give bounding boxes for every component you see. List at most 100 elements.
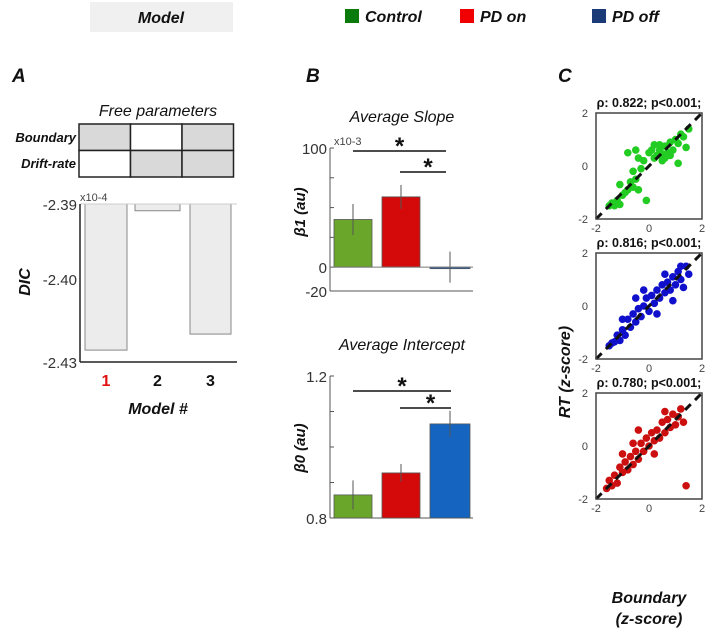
identity-line [594, 391, 704, 501]
data-point [682, 143, 690, 152]
correlation-title: ρ: 0.822; p<0.001; [597, 96, 702, 110]
correlation-title: ρ: 0.816; p<0.001; [597, 236, 702, 250]
data-point [650, 141, 659, 149]
x-axis-label-zscore: (z-score) [616, 611, 683, 628]
data-point [618, 315, 627, 324]
correlation-title: ρ: 0.780; p<0.001; [597, 376, 702, 390]
intercept-bar-chart: 1.2 0.8 * * [306, 369, 473, 528]
data-point [661, 407, 669, 416]
panel-label-a: A [11, 66, 26, 87]
y-axis-label-intercept: β0 (au) [292, 423, 309, 473]
x-tick-label: -2 [591, 503, 601, 515]
data-point [629, 460, 637, 469]
legend-label-2: PD off [612, 9, 660, 26]
data-point [629, 439, 637, 448]
y-tick-label: -2.39 [43, 197, 77, 214]
plot-frame [595, 252, 703, 360]
table-cell [78, 149, 132, 178]
data-point [637, 439, 645, 448]
y-axis-label-rt: RT (z-score) [557, 326, 574, 418]
intercept-title: Average Intercept [338, 337, 466, 354]
y-tick-label: -20 [305, 284, 327, 301]
model-box [90, 2, 233, 32]
y-tick-label: 0 [582, 441, 588, 453]
y-tick-label: -2 [578, 494, 588, 506]
legend-label-1: PD on [480, 9, 526, 26]
x-tick-label: 2 [699, 223, 705, 235]
table-row-label: Drift-rate [21, 156, 76, 171]
data-point [616, 180, 624, 189]
y-tick-label: 1.2 [306, 369, 327, 386]
data-point [677, 405, 685, 413]
data-point [661, 270, 669, 279]
table-cell [78, 123, 132, 152]
y-tick-label: 2 [582, 388, 588, 400]
data-point [663, 415, 672, 424]
y-multiplier-a: x10-4 [80, 192, 108, 204]
data-point [684, 270, 693, 279]
data-point [674, 139, 682, 148]
y-tick-label: 2 [582, 248, 588, 260]
data-point [624, 148, 632, 157]
table-cell [129, 123, 183, 152]
data-point [639, 286, 648, 294]
y-axis-label-slope: β1 (au) [292, 187, 309, 237]
y-multiplier-b: x10-3 [334, 136, 362, 148]
data-point [639, 156, 648, 165]
bar-control [333, 219, 373, 268]
data-point [642, 434, 651, 442]
y-tick-label: 0 [582, 301, 588, 313]
slope-title: Average Slope [349, 109, 455, 126]
x-axis-label-boundary: Boundary [612, 590, 688, 607]
table-row-label: Boundary [15, 130, 76, 145]
data-point [679, 283, 688, 292]
bar-model-3 [189, 203, 232, 335]
y-tick-label: 2 [582, 108, 588, 120]
data-point [618, 450, 627, 458]
data-point [631, 294, 640, 302]
bar-pd-off [429, 423, 471, 519]
data-point [631, 146, 640, 154]
legend-swatch-0 [345, 9, 359, 23]
data-point [677, 262, 685, 271]
y-tick-label: 100 [302, 141, 327, 158]
data-point [634, 186, 643, 194]
data-point [642, 196, 651, 205]
scatter-plot-3: ρ: 0.780; p<0.001; -2-2 0 0 2 2 [578, 376, 705, 515]
data-point [629, 167, 637, 176]
data-point [682, 481, 690, 490]
scatter-plot-1: ρ: 0.822; p<0.001; -2-2 0 0 2 2 [578, 96, 705, 235]
data-point [634, 426, 643, 434]
identity-line [594, 111, 704, 221]
y-axis-label-dic: DIC [17, 268, 34, 296]
data-point [650, 450, 659, 458]
x-tick-label: 2 [699, 363, 705, 375]
x-tick-label: 1 [102, 373, 111, 390]
x-tick-label: 0 [646, 503, 652, 515]
plot-frame [595, 112, 703, 220]
free-parameters-title: Free parameters [99, 103, 217, 120]
table-cell [129, 149, 183, 178]
data-point [653, 310, 661, 318]
data-point [679, 418, 688, 426]
x-tick-label: 2 [153, 373, 162, 390]
legend-swatch-2 [592, 9, 606, 23]
bar-pd-on [381, 472, 421, 519]
significance-star: * [423, 154, 433, 181]
data-point [631, 447, 640, 456]
model-box-label: Model [138, 10, 185, 27]
data-point [629, 310, 637, 318]
legend: Control PD on PD off [345, 9, 660, 26]
panel-label-c: C [558, 66, 572, 87]
data-point [653, 426, 661, 434]
x-tick-label: 0 [646, 223, 652, 235]
data-point [631, 318, 640, 326]
data-point [624, 315, 632, 324]
significance-star: * [395, 133, 405, 160]
data-point [671, 421, 680, 429]
table-cell [181, 123, 235, 152]
y-tick-label: -2 [578, 354, 588, 366]
parameter-table: Boundary Drift-rate [15, 123, 235, 178]
